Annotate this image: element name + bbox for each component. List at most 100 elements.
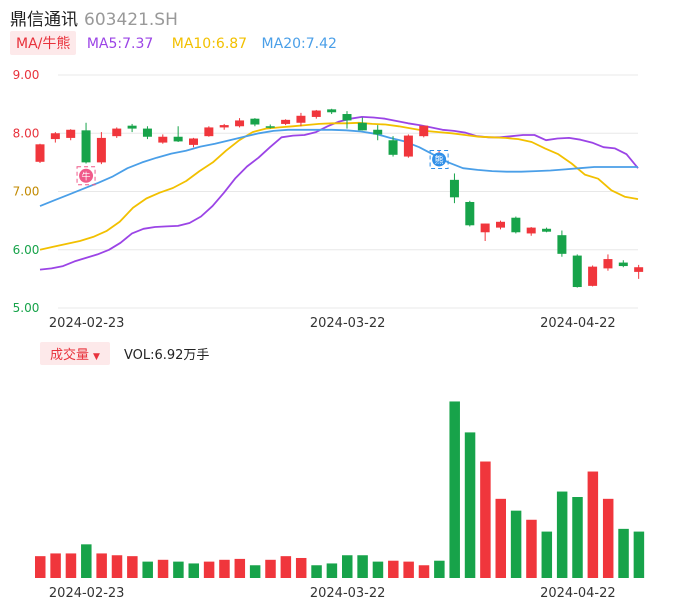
x-tick-label: 2024-03-22: [310, 316, 386, 331]
candle-body: [588, 266, 598, 286]
candle-body: [388, 140, 398, 155]
candle-body: [112, 128, 122, 137]
candle-body: [419, 125, 429, 137]
y-tick-label: 6.00: [13, 243, 40, 257]
ma-legend: MA/牛熊 MA5:7.37 MA10:6.87 MA20:7.42: [10, 31, 337, 55]
candle-body: [603, 259, 613, 269]
marker-frame: [76, 166, 96, 186]
volume-bar: [572, 497, 583, 578]
candle-body: [127, 125, 137, 129]
y-tick-label: 9.00: [13, 68, 40, 82]
x-tick-label: 2024-04-22: [540, 586, 616, 601]
candle-body: [204, 127, 214, 137]
volume-value: VOL:6.92万手: [123, 348, 210, 363]
y-tick-label: 8.00: [13, 126, 40, 140]
volume-bar: [234, 558, 246, 578]
ma5-label: MA5:7.37: [86, 36, 154, 52]
volume-bar: [326, 563, 338, 578]
candlesticks: [35, 108, 644, 288]
bull-icon: 牛: [76, 166, 96, 186]
volume-bar: [587, 471, 599, 578]
volume-bar: [556, 491, 568, 578]
volume-bar: [418, 565, 430, 578]
candle-body: [403, 135, 413, 157]
marker-badge: [79, 168, 94, 183]
volume-bar: [434, 560, 445, 578]
marker-glyph: 熊: [435, 154, 444, 166]
candle-body: [173, 136, 183, 142]
candle-body: [342, 114, 352, 121]
marker-badge: [432, 152, 447, 167]
volume-bar: [188, 563, 199, 578]
x-tick-label: 2024-02-23: [49, 316, 125, 331]
volume-bar: [618, 528, 629, 578]
candle-body: [572, 255, 582, 288]
volume-x-axis: 2024-02-23 2024-03-22 2024-04-22: [49, 586, 616, 601]
candle-body: [373, 129, 383, 135]
candle-body: [158, 136, 168, 143]
candle-body: [281, 119, 291, 124]
x-tick-label: 2024-02-23: [49, 586, 125, 601]
candle-body: [219, 125, 229, 128]
price-y-axis: 9.00 8.00 7.00 6.00 5.00: [13, 68, 40, 315]
volume-bar: [526, 519, 537, 578]
candle-body: [465, 201, 475, 226]
volume-bar: [602, 498, 614, 578]
caret-down-icon: ▼: [93, 352, 100, 362]
candle-body: [634, 267, 644, 272]
candle-body: [50, 133, 60, 140]
volume-bar: [173, 561, 184, 578]
candle-body: [189, 138, 198, 145]
y-tick-label: 7.00: [13, 185, 40, 199]
candle-body: [511, 217, 521, 233]
candle-body: [142, 128, 152, 137]
volume-bar: [111, 555, 123, 578]
volume-bar: [219, 559, 230, 578]
volume-bar: [203, 561, 215, 578]
candle-body: [235, 120, 245, 127]
ma-indicator-selector[interactable]: MA/牛熊: [10, 31, 77, 55]
candle-body: [542, 228, 552, 232]
x-tick-label: 2024-03-22: [310, 586, 386, 601]
candle-body: [357, 122, 367, 131]
volume-bar: [403, 561, 414, 578]
volume-tag-label: 成交量: [50, 348, 90, 363]
stock-header: 鼎信通讯 603421.SH: [10, 5, 178, 30]
marker-frame: [429, 149, 449, 169]
volume-bars: [35, 401, 645, 578]
volume-bar: [357, 555, 368, 578]
candle-body: [96, 137, 106, 163]
ma20-label: MA20:7.42: [261, 36, 337, 52]
volume-bar: [464, 432, 476, 578]
volume-bar: [96, 553, 107, 578]
price-grid: [58, 74, 638, 309]
signal-markers: 牛熊: [76, 149, 449, 186]
volume-bar: [633, 531, 645, 578]
volume-bar: [65, 553, 77, 578]
candle-body: [327, 109, 337, 113]
volume-bar: [157, 559, 169, 578]
volume-bar: [280, 556, 292, 578]
volume-indicator-selector[interactable]: 成交量 ▼: [40, 342, 110, 365]
stock-code: 603421.SH: [84, 10, 178, 30]
candle-body: [449, 179, 459, 198]
ma-lines: [39, 116, 639, 271]
marker-glyph: 牛: [82, 170, 91, 182]
volume-bar: [388, 560, 399, 578]
candle-body: [296, 115, 306, 123]
candle-body: [480, 223, 490, 233]
volume-bar: [342, 555, 353, 578]
candle-body: [81, 130, 91, 163]
volume-bar: [142, 561, 153, 578]
stock-name: 鼎信通讯: [10, 10, 78, 30]
y-tick-label: 5.00: [13, 301, 40, 315]
price-x-axis: 2024-02-23 2024-03-22 2024-04-22: [49, 316, 616, 331]
bear-icon: 熊: [429, 149, 449, 169]
candle-body: [35, 144, 45, 162]
volume-bar: [541, 531, 553, 578]
volume-bar: [372, 561, 384, 578]
volume-bar: [35, 556, 46, 578]
volume-bar: [295, 557, 307, 578]
volume-bar: [50, 553, 61, 578]
